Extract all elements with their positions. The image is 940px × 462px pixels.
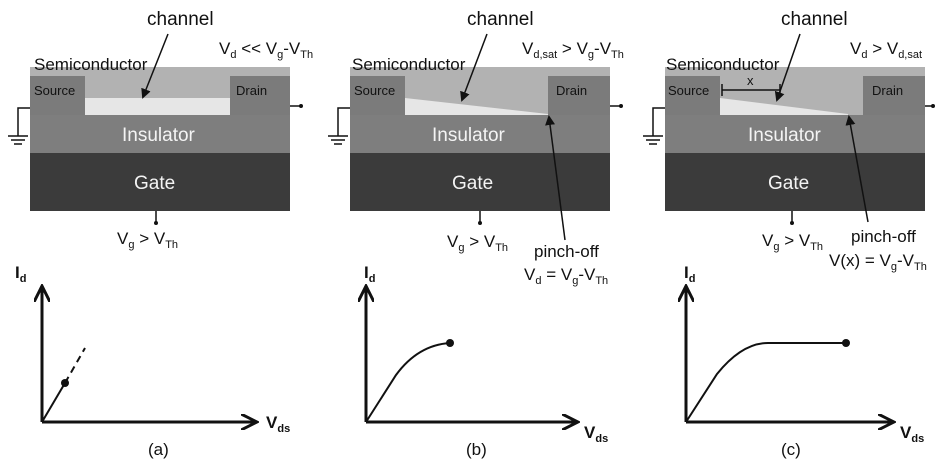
pinch-off-pointer-arrow (845, 115, 869, 223)
channel-region (85, 98, 230, 115)
operating-point (842, 339, 850, 347)
source-label: Source (668, 83, 709, 98)
current-curve (41, 382, 66, 423)
source-contact (30, 76, 85, 115)
channel-label: channel (781, 9, 848, 30)
gate-terminal (478, 211, 482, 225)
drain-terminal (610, 104, 623, 108)
insulator-layer (30, 115, 290, 153)
x-length-marker (721, 84, 781, 96)
vd-condition-label: Vd > Vd,sat (850, 39, 922, 61)
source-label: Source (354, 83, 395, 98)
vg-condition-label: Vg > VTh (447, 232, 508, 254)
channel-region (720, 98, 848, 115)
panel-a: Semiconductor Source Drain Insulator Gat… (8, 9, 313, 459)
semiconductor-label: Semiconductor (352, 55, 466, 74)
channel-label: channel (147, 9, 214, 30)
x-axis-label: Vds (900, 423, 924, 445)
current-curve (365, 342, 451, 423)
x-axis-label: Vds (584, 423, 608, 445)
gate-terminal (790, 211, 794, 225)
semiconductor-label: Semiconductor (34, 55, 148, 74)
drain-label: Drain (236, 83, 267, 98)
channel-region (405, 98, 548, 115)
insulator-label: Insulator (748, 125, 822, 146)
ground-symbol (643, 107, 665, 145)
source-contact (350, 76, 405, 115)
gate-layer (350, 153, 610, 211)
panel-caption: (c) (781, 440, 801, 459)
drain-contact (863, 76, 925, 115)
panel-caption: (b) (466, 440, 487, 459)
x-axis-label: Vds (266, 413, 290, 435)
y-axis-label: Id (364, 263, 375, 285)
device-cross-section-c (665, 67, 925, 211)
panel-b: Semiconductor Source Drain Insulator Gat… (328, 9, 624, 459)
y-axis-label: Id (684, 263, 695, 285)
current-curve (685, 342, 846, 423)
vg-condition-label: Vg > VTh (762, 231, 823, 253)
iv-graph-c: Id Vds (684, 263, 924, 445)
iv-graph-a: Id Vds (15, 263, 290, 435)
source-label: Source (34, 83, 75, 98)
drain-label: Drain (556, 83, 587, 98)
pinch-off-label: pinch-off (851, 227, 916, 246)
saturation-point (446, 339, 454, 347)
gate-layer (30, 153, 290, 211)
insulator-label: Insulator (122, 125, 196, 146)
channel-pointer-arrow (141, 33, 169, 99)
drain-contact (230, 76, 290, 115)
insulator-label: Insulator (432, 125, 506, 146)
ground-symbol (8, 107, 30, 145)
vg-condition-label: Vg > VTh (117, 229, 178, 251)
panel-c: Semiconductor Source Drain Insulator Gat… (643, 9, 935, 459)
pinch-condition-label: Vd = Vg-VTh (524, 265, 608, 287)
ground-symbol (328, 107, 350, 145)
pinch-off-pointer-arrow (545, 115, 566, 241)
device-cross-section-b (350, 67, 610, 211)
gate-terminal (154, 211, 158, 225)
pinch-off-label: pinch-off (534, 242, 599, 261)
x-length-label: x (747, 73, 754, 88)
channel-pointer-arrow (460, 33, 488, 102)
channel-label: channel (467, 9, 534, 30)
iv-graph-b: Id Vds (364, 263, 608, 445)
vd-condition-label: Vd << Vg-VTh (219, 39, 313, 61)
source-contact (665, 76, 720, 115)
device-cross-section-a (30, 67, 290, 211)
panel-caption: (a) (148, 440, 169, 459)
operating-point (61, 379, 69, 387)
drain-terminal (925, 104, 935, 108)
vd-condition-label: Vd,sat > Vg-VTh (522, 39, 624, 61)
channel-pointer-arrow (774, 33, 801, 102)
drain-terminal (290, 104, 303, 108)
extrapolation-dashed (64, 347, 86, 384)
pinch-condition-label: V(x) = Vg-VTh (829, 251, 927, 273)
y-axis-label: Id (15, 263, 26, 285)
gate-layer (665, 153, 925, 211)
insulator-layer (665, 115, 925, 153)
semiconductor-label: Semiconductor (666, 55, 780, 74)
gate-label: Gate (452, 173, 493, 194)
gate-label: Gate (768, 173, 809, 194)
drain-label: Drain (872, 83, 903, 98)
drain-contact (548, 76, 610, 115)
gate-label: Gate (134, 173, 175, 194)
insulator-layer (350, 115, 610, 153)
